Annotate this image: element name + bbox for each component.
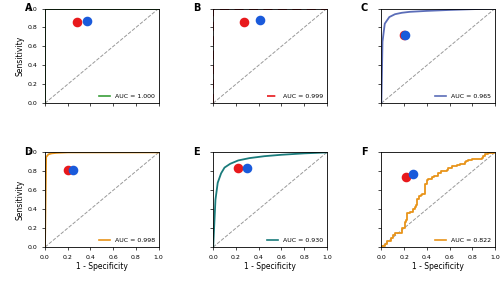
X-axis label: 1 - Specificity: 1 - Specificity xyxy=(412,262,464,272)
X-axis label: 1 - Specificity: 1 - Specificity xyxy=(76,262,128,272)
Point xyxy=(64,168,72,173)
Text: A: A xyxy=(24,3,32,13)
Point xyxy=(402,174,410,179)
Legend: AUC = 0.930: AUC = 0.930 xyxy=(266,237,324,244)
Text: D: D xyxy=(24,147,32,157)
Point xyxy=(256,18,264,23)
Point xyxy=(240,20,248,24)
Point xyxy=(73,20,81,24)
Legend: AUC = 0.965: AUC = 0.965 xyxy=(434,93,492,100)
Legend: AUC = 1.000: AUC = 1.000 xyxy=(98,93,156,100)
Text: B: B xyxy=(192,3,200,13)
Legend: AUC = 0.999: AUC = 0.999 xyxy=(266,93,324,100)
Y-axis label: Sensitivity: Sensitivity xyxy=(16,179,24,220)
Point xyxy=(244,165,252,170)
X-axis label: 1 - Specificity: 1 - Specificity xyxy=(244,262,296,272)
Point xyxy=(409,172,417,176)
Y-axis label: Sensitivity: Sensitivity xyxy=(16,36,24,76)
Point xyxy=(234,166,242,170)
Text: C: C xyxy=(361,3,368,13)
Text: E: E xyxy=(192,147,200,157)
Point xyxy=(70,168,78,172)
Point xyxy=(83,19,91,24)
Point xyxy=(400,32,408,37)
Text: F: F xyxy=(361,147,368,157)
Legend: AUC = 0.822: AUC = 0.822 xyxy=(434,237,492,244)
Legend: AUC = 0.998: AUC = 0.998 xyxy=(98,237,156,244)
Point xyxy=(400,33,408,37)
